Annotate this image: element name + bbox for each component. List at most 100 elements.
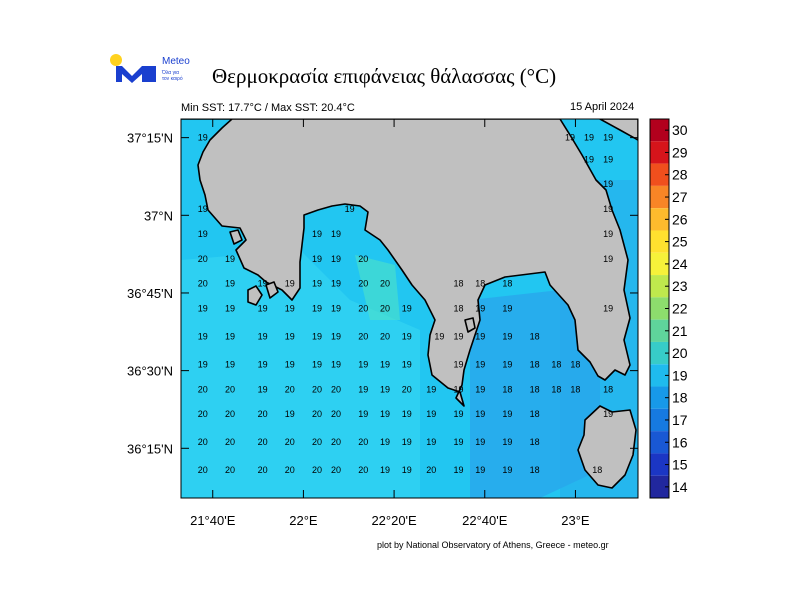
sst-value-label: 19 bbox=[358, 384, 368, 394]
sst-value-label: 18 bbox=[551, 384, 561, 394]
lat-tick-label: 36°15'N bbox=[127, 441, 173, 456]
sst-value-label: 20 bbox=[380, 331, 390, 341]
colorbar-label: 22 bbox=[672, 301, 688, 317]
sst-value-label: 20 bbox=[198, 279, 208, 289]
sst-value-label: 20 bbox=[225, 437, 235, 447]
sst-value-label: 19 bbox=[258, 279, 268, 289]
sst-value-label: 20 bbox=[426, 465, 436, 475]
sst-value-label: 19 bbox=[502, 331, 512, 341]
meteo-logo bbox=[108, 52, 198, 88]
colorbar-label: 21 bbox=[672, 323, 688, 339]
sst-value-label: 19 bbox=[225, 254, 235, 264]
sst-value-label: 19 bbox=[434, 331, 444, 341]
sst-value-label: 19 bbox=[453, 359, 463, 369]
sst-value-label: 19 bbox=[502, 465, 512, 475]
peloponnese-land bbox=[181, 119, 631, 407]
sst-value-label: 19 bbox=[475, 465, 485, 475]
sst-value-label: 19 bbox=[453, 384, 463, 394]
colorbar-label: 16 bbox=[672, 434, 688, 450]
sst-value-label: 19 bbox=[380, 465, 390, 475]
sst-value-label: 19 bbox=[453, 465, 463, 475]
credit-text: plot by National Observatory of Athens, … bbox=[377, 540, 609, 550]
sst-value-label: 20 bbox=[312, 409, 322, 419]
sst-value-label: 20 bbox=[198, 465, 208, 475]
sst-value-label: 20 bbox=[312, 384, 322, 394]
sst-value-label: 19 bbox=[475, 359, 485, 369]
colorbar-swatch bbox=[650, 230, 669, 253]
sst-value-label: 19 bbox=[198, 229, 208, 239]
colorbar-label: 25 bbox=[672, 234, 688, 250]
lat-tick-label: 37°N bbox=[144, 208, 173, 223]
colorbar-label: 17 bbox=[672, 412, 688, 428]
sst-value-label: 20 bbox=[198, 409, 208, 419]
sea-warm-zone bbox=[181, 250, 420, 498]
sst-value-label: 20 bbox=[380, 304, 390, 314]
colorbar-swatch bbox=[650, 275, 669, 298]
sst-value-label: 19 bbox=[475, 384, 485, 394]
sapientza-island bbox=[247, 285, 263, 306]
proti-island bbox=[229, 229, 243, 245]
sst-value-label: 19 bbox=[603, 133, 613, 143]
colorbar-swatch bbox=[650, 431, 669, 454]
sst-value-label: 19 bbox=[603, 254, 613, 264]
sst-value-label: 18 bbox=[570, 359, 580, 369]
sst-value-label: 19 bbox=[402, 359, 412, 369]
colorbar-swatch bbox=[650, 297, 669, 320]
sst-value-label: 20 bbox=[258, 465, 268, 475]
sst-value-label: 19 bbox=[285, 409, 295, 419]
sst-value-label: 18 bbox=[530, 331, 540, 341]
logo-tagline-line2: τον καιρό bbox=[162, 76, 183, 82]
sst-value-label: 20 bbox=[312, 437, 322, 447]
lon-tick-label: 23°E bbox=[561, 513, 590, 528]
sst-value-label: 19 bbox=[402, 437, 412, 447]
sst-value-label: 20 bbox=[402, 384, 412, 394]
lon-tick-label: 22°20'E bbox=[371, 513, 417, 528]
ne-coast bbox=[599, 119, 638, 141]
colorbar-swatch bbox=[650, 364, 669, 387]
sst-value-label: 19 bbox=[331, 359, 341, 369]
sst-value-label: 19 bbox=[225, 304, 235, 314]
map-date: 15 April 2024 bbox=[570, 101, 635, 113]
sst-value-label: 19 bbox=[358, 359, 368, 369]
lat-tick-label: 36°45'N bbox=[127, 286, 173, 301]
sst-value-label: 20 bbox=[358, 304, 368, 314]
sst-value-label: 19 bbox=[198, 359, 208, 369]
sst-value-label: 19 bbox=[225, 279, 235, 289]
sst-value-label: 19 bbox=[198, 204, 208, 214]
sst-value-label: 20 bbox=[358, 279, 368, 289]
sst-value-label: 19 bbox=[380, 359, 390, 369]
sst-value-label: 20 bbox=[285, 384, 295, 394]
colorbar-swatch bbox=[650, 252, 669, 276]
sst-value-label: 19 bbox=[402, 409, 412, 419]
sst-value-label: 19 bbox=[331, 254, 341, 264]
sst-value-label: 20 bbox=[225, 465, 235, 475]
sst-value-label: 19 bbox=[584, 154, 594, 164]
sst-value-label: 19 bbox=[603, 229, 613, 239]
sst-value-label: 18 bbox=[453, 279, 463, 289]
sst-value-label: 20 bbox=[331, 409, 341, 419]
sst-value-label: 19 bbox=[225, 359, 235, 369]
sst-value-label: 19 bbox=[426, 409, 436, 419]
sst-value-label: 19 bbox=[475, 437, 485, 447]
sst-value-label: 19 bbox=[453, 331, 463, 341]
sst-value-label: 20 bbox=[380, 279, 390, 289]
sst-value-label: 19 bbox=[380, 384, 390, 394]
colorbar-swatch bbox=[650, 341, 669, 365]
colorbar-swatch bbox=[650, 408, 669, 432]
sst-value-label: 19 bbox=[502, 437, 512, 447]
sst-value-label: 18 bbox=[502, 384, 512, 394]
sst-value-label: 19 bbox=[358, 409, 368, 419]
sst-value-label: 19 bbox=[603, 179, 613, 189]
sst-value-label: 19 bbox=[331, 331, 341, 341]
sst-value-label: 20 bbox=[198, 254, 208, 264]
sst-value-label: 18 bbox=[570, 384, 580, 394]
sst-value-label: 19 bbox=[402, 465, 412, 475]
colorbar-label: 24 bbox=[672, 256, 688, 272]
colorbar-label: 20 bbox=[672, 345, 688, 361]
sst-value-label: 19 bbox=[453, 437, 463, 447]
sst-value-label: 19 bbox=[603, 304, 613, 314]
sst-value-label: 20 bbox=[198, 437, 208, 447]
sst-value-label: 19 bbox=[258, 384, 268, 394]
sst-value-label: 20 bbox=[258, 437, 268, 447]
colorbar-swatch bbox=[650, 185, 669, 209]
